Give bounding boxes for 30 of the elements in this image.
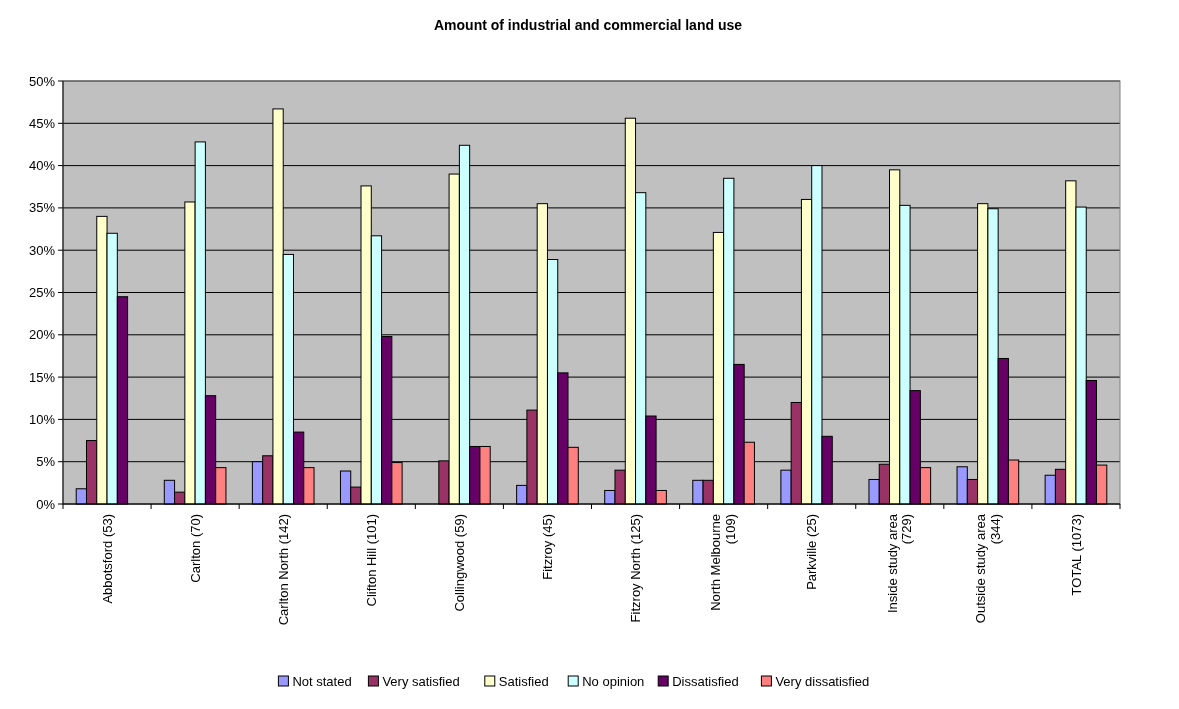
x-tick-label: TOTAL (1073) (1068, 514, 1084, 596)
legend-label: No opinion (582, 674, 645, 689)
x-tick-label: Abbotsford (53) (99, 514, 115, 604)
y-tick-label: 50% (28, 73, 56, 89)
x-tick-label: Carlton (70) (187, 514, 203, 583)
x-tick-label: Fitzroy (45) (540, 514, 556, 580)
x-tick-label: Carlton North (142) (275, 514, 291, 626)
x-tick-label: Outside study area (344) (972, 513, 1003, 624)
legend-label: Not stated (292, 674, 352, 689)
y-tick-label: 45% (28, 115, 56, 131)
y-tick-label: 40% (28, 158, 56, 174)
chart-title: Amount of industrial and commercial land use (433, 17, 743, 33)
x-tick-label: Clifton Hill (101) (363, 514, 379, 607)
y-tick-label: 15% (28, 369, 56, 385)
x-tick-label: Collingwood (59) (451, 514, 467, 612)
y-tick-label: 5% (36, 454, 56, 470)
legend-label: Very dissatisfied (775, 674, 870, 689)
legend-label: Very satisfied (382, 674, 460, 689)
y-tick-label: 10% (28, 411, 56, 427)
legend-label: Dissatisfied (672, 674, 739, 689)
y-tick-label: 20% (28, 327, 56, 343)
legend-label: Satisfied (498, 674, 549, 689)
x-tick-label: Fitzroy North (125) (628, 514, 644, 623)
x-tick-label: Parkville (25) (804, 514, 820, 590)
y-tick-label: 25% (28, 285, 56, 301)
x-tick-label: North Melbourne (109) (708, 514, 739, 611)
y-tick-label: 30% (28, 242, 56, 258)
y-tick-label: 0% (36, 496, 56, 512)
y-tick-label: 35% (28, 200, 56, 216)
x-tick-label: Inside study area (729) (884, 513, 915, 614)
